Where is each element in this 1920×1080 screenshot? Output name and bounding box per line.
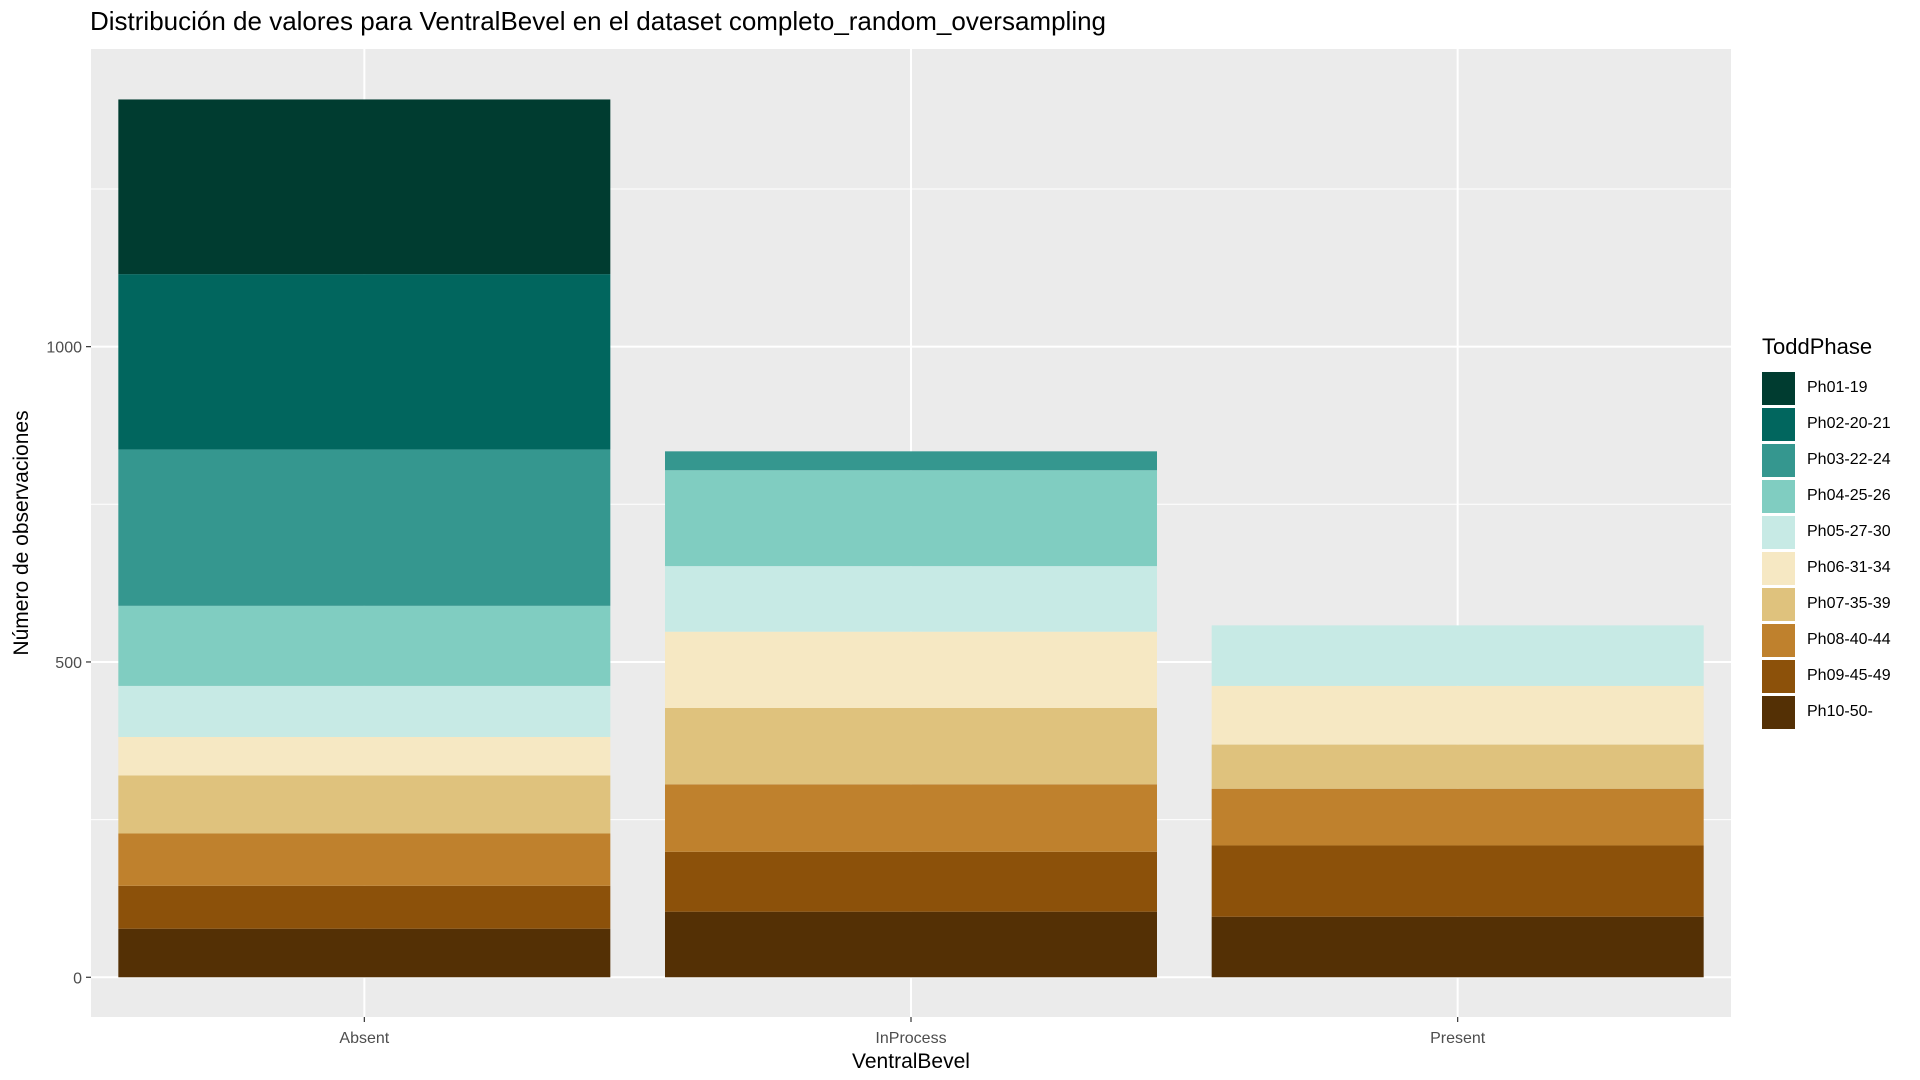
y-tick-label: 0 xyxy=(73,970,82,987)
legend-item: Ph10-50- xyxy=(1762,694,1891,730)
legend-label: Ph01-19 xyxy=(1807,379,1868,396)
bar-segment xyxy=(665,707,1157,785)
bar-segment xyxy=(1211,916,1704,978)
legend-key-swatch xyxy=(1762,659,1795,693)
legend-label: Ph04-25-26 xyxy=(1807,487,1891,504)
bar-segment xyxy=(118,449,611,606)
legend-label: Ph05-27-30 xyxy=(1807,523,1891,540)
legend-key-swatch xyxy=(1762,587,1795,621)
legend-key-swatch xyxy=(1762,479,1795,513)
bar-segment xyxy=(118,685,611,738)
legend-key-swatch xyxy=(1762,551,1795,585)
legend-item: Ph07-35-39 xyxy=(1762,586,1891,622)
bar-segment xyxy=(1211,685,1704,745)
bar-segment xyxy=(665,631,1157,708)
x-axis-title: VentralBevel xyxy=(852,1050,970,1073)
bar-segment xyxy=(665,470,1157,567)
bar-segment xyxy=(118,928,611,978)
bar-segment xyxy=(665,784,1157,852)
bar-segment xyxy=(118,605,611,686)
legend-label: Ph07-35-39 xyxy=(1807,595,1891,612)
x-tick-label: InProcess xyxy=(875,1030,946,1047)
bar-segment xyxy=(118,885,611,929)
bar-segment xyxy=(1211,744,1704,789)
y-tick-label: 500 xyxy=(55,655,82,672)
bar-segment xyxy=(665,851,1157,912)
legend: ToddPhase Ph01-19 Ph02-20-21 Ph03-22-24 Ph0… xyxy=(1762,334,1891,730)
legend-label: Ph02-20-21 xyxy=(1807,415,1891,432)
bar-segment xyxy=(118,737,611,776)
legend-label: Ph03-22-24 xyxy=(1807,451,1891,468)
bar-segment xyxy=(118,99,611,275)
legend-item: Ph08-40-44 xyxy=(1762,622,1891,658)
legend-label: Ph09-45-49 xyxy=(1807,667,1891,684)
bar-segment xyxy=(665,566,1157,632)
x-tick-label: Present xyxy=(1430,1030,1486,1047)
legend-item: Ph02-20-21 xyxy=(1762,406,1891,442)
legend-key-swatch xyxy=(1762,515,1795,549)
bar-segment xyxy=(118,833,611,886)
chart-title: Distribución de valores para VentralBeve… xyxy=(90,6,1107,36)
legend-key-swatch xyxy=(1762,623,1795,657)
legend-key-swatch xyxy=(1762,443,1795,477)
bar-segment xyxy=(1211,788,1704,846)
legend-key-swatch xyxy=(1762,407,1795,441)
bar-segment xyxy=(665,911,1157,978)
legend-item: Ph04-25-26 xyxy=(1762,478,1891,514)
y-tick-label: 1000 xyxy=(46,340,82,357)
legend-key-swatch xyxy=(1762,371,1795,405)
bar-segment xyxy=(665,451,1157,471)
legend-item: Ph09-45-49 xyxy=(1762,658,1891,694)
bar-segment xyxy=(1211,625,1704,686)
bar-segment xyxy=(118,775,611,834)
legend-item: Ph03-22-24 xyxy=(1762,442,1891,478)
legend-item: Ph01-19 xyxy=(1762,370,1891,406)
legend-item: Ph05-27-30 xyxy=(1762,514,1891,550)
y-axis-title: Número de observaciones xyxy=(10,410,33,655)
legend-label: Ph10-50- xyxy=(1807,703,1873,720)
legend-key-swatch xyxy=(1762,695,1795,729)
x-tick-label: Absent xyxy=(339,1030,389,1047)
legend-title: ToddPhase xyxy=(1762,334,1873,359)
legend-label: Ph08-40-44 xyxy=(1807,631,1891,648)
legend-item: Ph06-31-34 xyxy=(1762,550,1891,586)
bar-segment xyxy=(118,274,611,450)
bar-segment xyxy=(1211,845,1704,917)
legend-label: Ph06-31-34 xyxy=(1807,559,1891,576)
